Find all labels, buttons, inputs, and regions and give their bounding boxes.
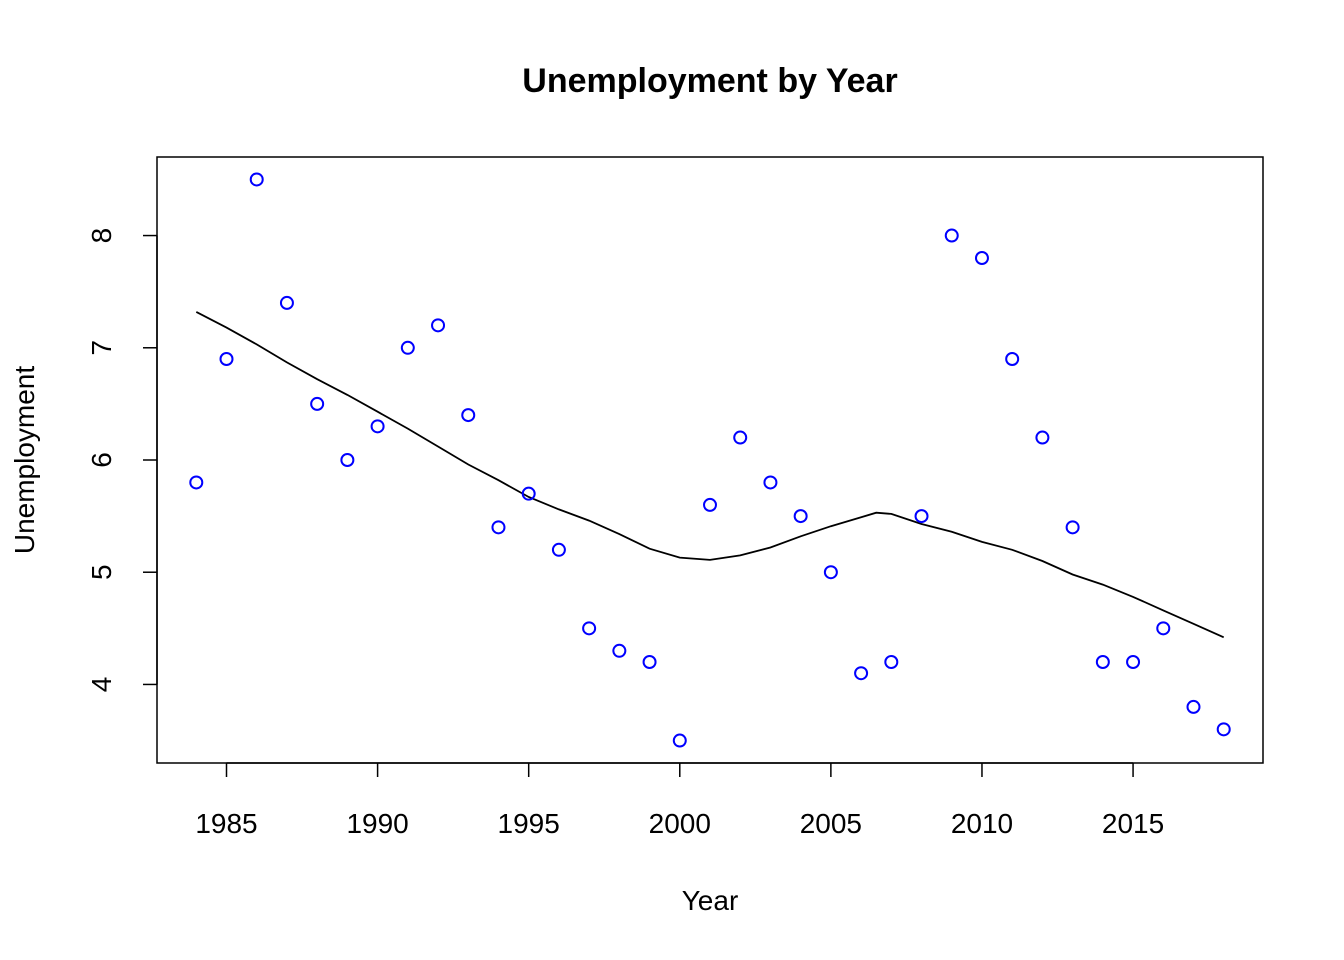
data-point <box>1065 520 1080 535</box>
data-point <box>461 408 476 423</box>
data-point <box>219 352 234 366</box>
y-axis: 4 5 6 7 8 <box>86 228 158 693</box>
data-point <box>1186 699 1201 714</box>
data-point <box>1216 722 1231 737</box>
data-point <box>310 396 325 411</box>
x-tick-label: 1995 <box>498 808 560 839</box>
y-tick-label: 6 <box>86 452 117 468</box>
data-point <box>944 228 959 243</box>
data-points <box>189 172 1231 748</box>
data-point <box>1035 430 1050 445</box>
x-tick-label: 2010 <box>951 808 1013 839</box>
data-point <box>733 430 748 445</box>
y-tick-label: 8 <box>86 228 117 244</box>
data-point <box>974 251 989 265</box>
data-point <box>672 733 687 748</box>
data-point <box>521 486 536 501</box>
x-tick-label: 2000 <box>649 808 711 839</box>
data-point <box>793 509 808 524</box>
x-axis: 1985 1990 1995 2000 2005 2010 2015 <box>195 762 1164 839</box>
y-tick-label: 4 <box>86 677 117 693</box>
data-point <box>823 565 838 580</box>
data-point <box>1156 621 1171 636</box>
data-point <box>1095 655 1110 669</box>
data-point <box>279 295 294 310</box>
y-tick-label: 5 <box>86 564 117 580</box>
data-point <box>249 172 264 187</box>
data-point <box>1005 352 1020 366</box>
x-tick-label: 1990 <box>346 808 408 839</box>
x-tick-label: 2015 <box>1102 808 1164 839</box>
data-point <box>551 542 566 557</box>
data-point <box>884 655 899 669</box>
data-point <box>914 509 929 524</box>
data-point <box>340 453 355 467</box>
data-point <box>400 340 415 355</box>
data-point <box>854 666 869 681</box>
x-tick-label: 2005 <box>800 808 862 839</box>
data-point <box>491 520 506 535</box>
y-tick-label: 7 <box>86 340 117 356</box>
chart-title: Unemployment by Year <box>522 62 897 100</box>
data-point <box>703 497 717 512</box>
y-axis-label: Unemployment <box>9 366 40 555</box>
data-point <box>642 655 657 669</box>
smooth-trend-line <box>195 311 1225 639</box>
data-point <box>612 643 627 658</box>
plot-frame <box>156 156 1264 764</box>
x-axis-label: Year <box>682 885 739 916</box>
data-point <box>370 419 385 434</box>
x-tick-label: 1985 <box>195 808 257 839</box>
data-point <box>431 318 446 333</box>
data-point <box>1126 655 1141 669</box>
data-point <box>582 621 597 636</box>
data-point <box>763 475 778 490</box>
data-point <box>189 475 204 490</box>
